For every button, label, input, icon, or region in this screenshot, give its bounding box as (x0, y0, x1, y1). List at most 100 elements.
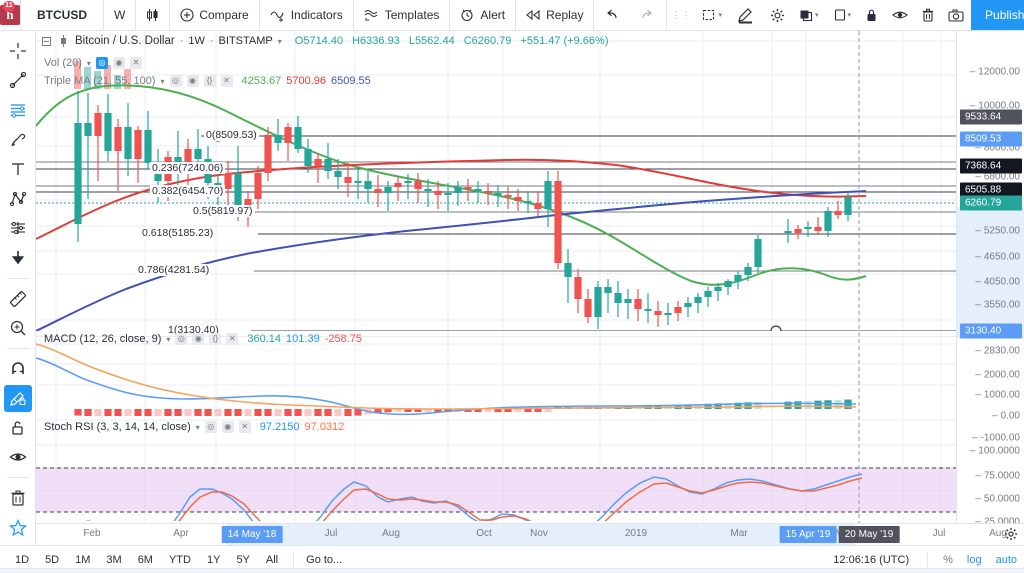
stoch-rsi-legend[interactable]: Stoch RSI (3, 3, 14, 14, close) ▾ ◎ ◉ ✕ … (44, 421, 344, 433)
favorites-tool[interactable] (4, 514, 32, 542)
snapshot-button[interactable] (941, 0, 971, 30)
replay-button[interactable]: Replay (516, 0, 595, 30)
range-button-5y[interactable]: 5Y (236, 553, 250, 566)
candle-body (414, 181, 422, 189)
volume-legend[interactable]: Vol (20) ▾ ◎ ◉ ✕ (44, 57, 142, 69)
arrow-marker-tool[interactable] (4, 244, 32, 272)
collapse-icon[interactable] (42, 36, 51, 46)
macd-bar (434, 409, 442, 412)
undo-button[interactable] (594, 0, 630, 30)
time-scale[interactable]: FebAprJulAugOctNov2019MarMaJulAug 14 May… (36, 523, 1024, 546)
hide-button[interactable] (885, 0, 915, 30)
remove-button[interactable] (915, 0, 941, 30)
candle-body (334, 171, 342, 177)
volume-remove-icon[interactable]: ✕ (129, 57, 142, 69)
compare-label: Compare (199, 8, 249, 22)
auto-toggle[interactable]: auto (995, 553, 1017, 566)
range-button-1y[interactable]: 1Y (206, 553, 221, 566)
moving-average-legend[interactable]: Triple MA (21, 55, 100) ▾ ◎ ◉ {} ✕ 4253.… (44, 75, 371, 87)
macd-chevron-down-icon[interactable]: ▾ (166, 334, 171, 344)
range-button-6m[interactable]: 6M (137, 553, 153, 566)
range-buttons: 1D 5D 1M 3M 6M YTD 1Y 5Y All (0, 551, 285, 569)
templates-icon (364, 10, 378, 21)
chart-canvas[interactable]: Bitcoin / U.S. Dollar · 1W · BITSTAMP ▾ … (36, 31, 956, 523)
ma-chevron-down-icon[interactable]: ▾ (160, 76, 165, 86)
fib-level-label: 0.236(7240.06) (150, 162, 226, 174)
candle-body (384, 187, 392, 193)
indicators-button[interactable]: Indicators (260, 0, 354, 30)
brush-tool[interactable] (4, 126, 32, 154)
magnet-tool[interactable] (4, 355, 32, 383)
app-logo[interactable]: h 11 (0, 0, 21, 30)
macd-bar (834, 399, 842, 409)
trend-line-tool[interactable] (4, 67, 32, 95)
publish-button[interactable]: Publish (971, 0, 1024, 30)
remove-drawings-tool[interactable] (4, 484, 32, 512)
volume-settings-icon[interactable]: ◎ (95, 57, 108, 69)
lock-drawings-tool[interactable] (4, 414, 32, 442)
macd-bar (494, 409, 502, 412)
stoch-settings-icon[interactable]: ◎ (204, 421, 217, 433)
chart-properties-button[interactable] (763, 0, 792, 30)
symbol-button[interactable]: BTCUSD (21, 0, 104, 30)
price-tick-label: 12000.00 (970, 67, 1020, 78)
text-tool[interactable] (4, 155, 32, 183)
range-button-1d[interactable]: 1D (15, 553, 30, 566)
ma-visibility-icon[interactable]: ◉ (186, 75, 199, 87)
hide-drawings-tool[interactable] (4, 444, 32, 472)
stoch-chevron-down-icon[interactable]: ▾ (195, 422, 200, 432)
new-layout-button[interactable]: ▾ (826, 0, 859, 30)
candle-body (564, 263, 572, 277)
stay-in-drawing-mode-tool[interactable] (3, 384, 32, 413)
range-button-5d[interactable]: 5D (45, 553, 60, 566)
lock-button[interactable] (858, 0, 885, 30)
log-toggle[interactable]: log (966, 553, 982, 566)
save-layout-button[interactable]: ▾ (792, 0, 826, 30)
ma-remove-icon[interactable]: ✕ (220, 75, 233, 87)
zoom-in-tool[interactable] (4, 314, 32, 342)
candle-body (714, 287, 722, 291)
fib-retracement-tool[interactable] (4, 96, 32, 124)
timescale-settings-button[interactable] (1004, 527, 1018, 546)
time-tick-label: Feb (83, 528, 101, 539)
patterns-tool[interactable] (4, 215, 32, 243)
ma-format-icon[interactable]: {} (203, 75, 216, 87)
stoch-remove-icon[interactable]: ✕ (238, 421, 251, 433)
macd-settings-icon[interactable]: ◎ (175, 333, 188, 345)
range-button-3m[interactable]: 3M (106, 553, 122, 566)
range-button-all[interactable]: All (265, 553, 279, 566)
redo-button[interactable] (630, 0, 668, 30)
price-scale[interactable]: 12000.00 10000.00 8000.00 6800.00 5250.00 465… (956, 31, 1024, 551)
crosshair-tool[interactable] (4, 37, 32, 65)
series-chevron-down-icon[interactable]: ▾ (277, 36, 282, 46)
chart-style-button[interactable] (136, 0, 171, 30)
price-tick-label: 2000.00 (975, 370, 1020, 381)
candle-body (434, 191, 442, 195)
range-button-1m[interactable]: 1M (75, 553, 91, 566)
compare-button[interactable]: Compare (170, 0, 260, 30)
templates-button[interactable]: Templates (354, 0, 451, 30)
macd-visibility-icon[interactable]: ◉ (192, 333, 205, 345)
percent-toggle[interactable]: % (943, 553, 953, 566)
measure-tool[interactable] (4, 285, 32, 313)
stoch-visibility-icon[interactable]: ◉ (221, 421, 234, 433)
range-button-ytd[interactable]: YTD (168, 553, 191, 566)
macd-bar (314, 409, 322, 416)
drag-handle[interactable]: ⋮⋮ (671, 9, 692, 20)
theme-pencil-button[interactable] (729, 0, 763, 30)
alert-button[interactable]: Alert (450, 0, 517, 30)
volume-visibility-icon[interactable]: ◉ (112, 57, 125, 69)
pitchfork-tool[interactable] (4, 185, 32, 213)
macd-remove-icon[interactable]: ✕ (226, 333, 239, 345)
layout-select-button[interactable]: ▾ (695, 0, 729, 30)
macd-legend[interactable]: MACD (12, 26, close, 9) ▾ ◎ ◉ {} ✕ 360.1… (44, 333, 362, 345)
macd-format-icon[interactable]: {} (209, 333, 222, 345)
notification-badge[interactable]: 11 (3, 1, 15, 12)
ma-settings-icon[interactable]: ◎ (169, 75, 182, 87)
interval-button[interactable]: W (104, 0, 137, 30)
macd-bar (474, 409, 482, 412)
go-to-button[interactable]: Go to... (306, 553, 343, 566)
candle-body (784, 231, 792, 233)
series-legend[interactable]: Bitcoin / U.S. Dollar · 1W · BITSTAMP ▾ … (42, 35, 609, 47)
volume-chevron-down-icon[interactable]: ▾ (86, 58, 91, 68)
